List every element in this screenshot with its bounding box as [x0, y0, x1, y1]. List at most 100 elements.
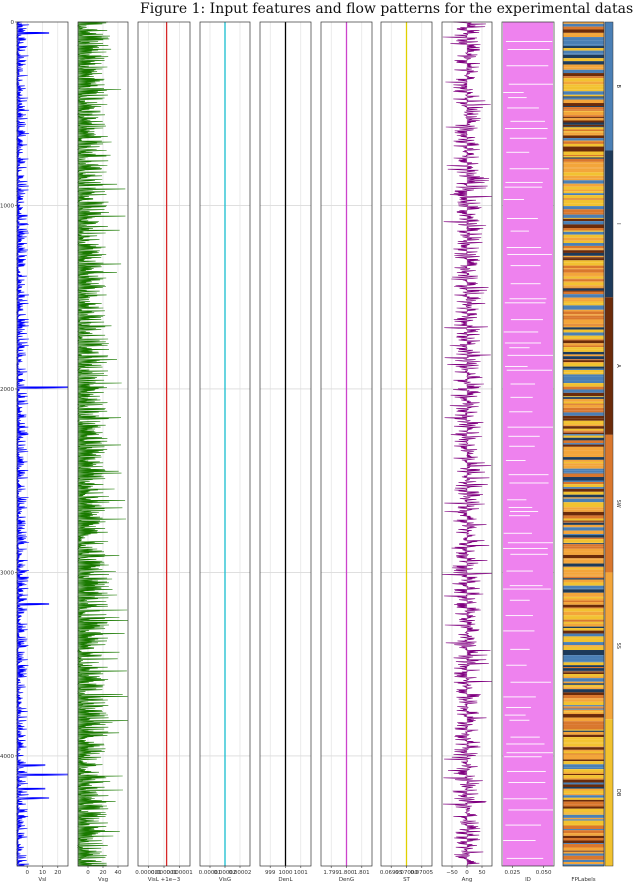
fp-stripe: [563, 278, 604, 280]
fp-stripe: [563, 323, 604, 325]
id-gap: [509, 298, 547, 300]
legend-frame: [604, 21, 614, 867]
fp-stripe: [563, 107, 604, 110]
fp-stripe: [563, 151, 604, 155]
fp-stripe: [563, 32, 604, 35]
xtick-label-vsg-0: 0: [86, 870, 90, 876]
fp-stripe: [563, 574, 604, 576]
fp-stripe: [563, 132, 604, 135]
xtick-label-id-1: 0.050: [536, 870, 552, 876]
fp-stripe: [563, 497, 604, 499]
fp-stripe: [563, 418, 604, 421]
fp-stripe: [563, 755, 604, 760]
fp-stripe: [563, 275, 604, 277]
fp-stripe: [563, 383, 604, 387]
fp-stripe: [563, 178, 604, 181]
fp-stripe: [563, 218, 604, 222]
fp-stripe: [563, 272, 604, 276]
fp-stripe: [563, 255, 604, 258]
fp-stripe: [563, 773, 604, 776]
fp-stripe: [563, 268, 604, 270]
fp-stripe: [563, 645, 604, 647]
fp-stripe: [563, 515, 604, 519]
fp-stripe: [563, 777, 604, 780]
legend-label-b: B: [615, 84, 621, 88]
fp-stripe: [563, 830, 604, 834]
fp-stripe: [563, 443, 604, 445]
fp-stripe: [563, 397, 604, 399]
fp-stripe: [563, 372, 604, 375]
xtick-label-st-1: 0.07000: [395, 870, 418, 876]
id-gap: [509, 347, 530, 349]
fp-stripe: [563, 279, 604, 282]
fp-stripe: [563, 799, 604, 802]
fp-stripe: [563, 386, 604, 390]
xlabel-vsl: Vsl: [38, 877, 47, 882]
fp-stripe: [563, 835, 604, 839]
id-gap: [504, 186, 543, 188]
legend-band-sw: [605, 434, 613, 573]
fp-stripe: [563, 689, 604, 693]
xlabel-deng: DenG: [339, 877, 354, 882]
id-gap: [504, 342, 542, 344]
fp-stripe: [563, 527, 604, 531]
fp-stripe: [563, 522, 604, 525]
fp-stripe: [563, 303, 604, 306]
fp-stripe: [563, 106, 604, 108]
fp-stripe: [563, 749, 604, 752]
fp-stripe: [563, 650, 604, 653]
fp-stripe: [563, 729, 604, 731]
fp-stripe: [563, 206, 604, 210]
fp-stripe: [563, 230, 604, 232]
fp-stripe: [563, 481, 604, 485]
xlabel-st: ST: [403, 877, 410, 882]
fp-stripe: [563, 655, 604, 659]
fp-stripe: [563, 767, 604, 769]
fp-stripe: [563, 282, 604, 286]
fp-stripe: [563, 473, 604, 478]
fp-stripe: [563, 347, 604, 350]
fp-stripe: [563, 638, 604, 643]
xlabel-visg: VisG: [219, 877, 231, 882]
fp-stripe: [563, 850, 604, 852]
fp-stripe: [563, 566, 604, 568]
fp-stripe: [563, 706, 604, 708]
id-gap: [508, 809, 553, 811]
fp-stripe: [563, 209, 604, 213]
id-gap: [506, 770, 546, 772]
fp-stripe: [563, 26, 604, 30]
fp-stripe: [563, 681, 604, 684]
fp-stripe: [563, 521, 604, 523]
id-gap: [507, 426, 553, 428]
xtick-label-ang-1: 0: [465, 870, 469, 876]
fp-stripe: [563, 708, 604, 710]
fp-stripe: [563, 306, 604, 310]
id-gap: [510, 648, 530, 650]
fp-stripe: [563, 389, 604, 393]
fp-stripe: [563, 258, 604, 261]
fp-stripe: [563, 404, 604, 408]
fp-stripe: [563, 240, 604, 244]
fp-stripe: [563, 221, 604, 225]
fp-stripe: [563, 248, 604, 250]
fp-stripe: [563, 86, 604, 90]
fp-stripe: [563, 847, 604, 851]
xtick-label-visg-0: 0.00001: [199, 870, 222, 876]
fp-stripe: [563, 285, 604, 288]
id-gap: [510, 319, 543, 321]
fp-stripe: [563, 709, 604, 712]
fp-stripe: [563, 77, 604, 79]
fp-stripe: [563, 616, 604, 620]
fp-stripe: [563, 195, 604, 199]
id-gap: [510, 681, 552, 683]
fp-stripe: [563, 67, 604, 70]
id-gap: [508, 97, 527, 99]
fp-stripe: [563, 314, 604, 316]
xtick-label-st-0: 0.06995: [380, 870, 403, 876]
fp-stripe: [563, 853, 604, 856]
fp-stripe: [563, 468, 604, 471]
id-gap: [506, 369, 553, 371]
fp-stripe: [563, 769, 604, 773]
fp-stripe: [563, 507, 604, 510]
fp-stripe: [563, 602, 604, 605]
